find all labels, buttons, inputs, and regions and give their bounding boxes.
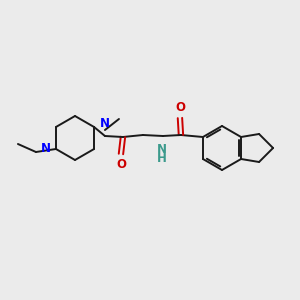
Text: N: N: [41, 142, 51, 155]
Text: O: O: [175, 101, 185, 114]
Text: H: H: [157, 152, 167, 165]
Text: N: N: [157, 143, 167, 156]
Text: N: N: [100, 117, 110, 130]
Text: O: O: [116, 158, 126, 171]
